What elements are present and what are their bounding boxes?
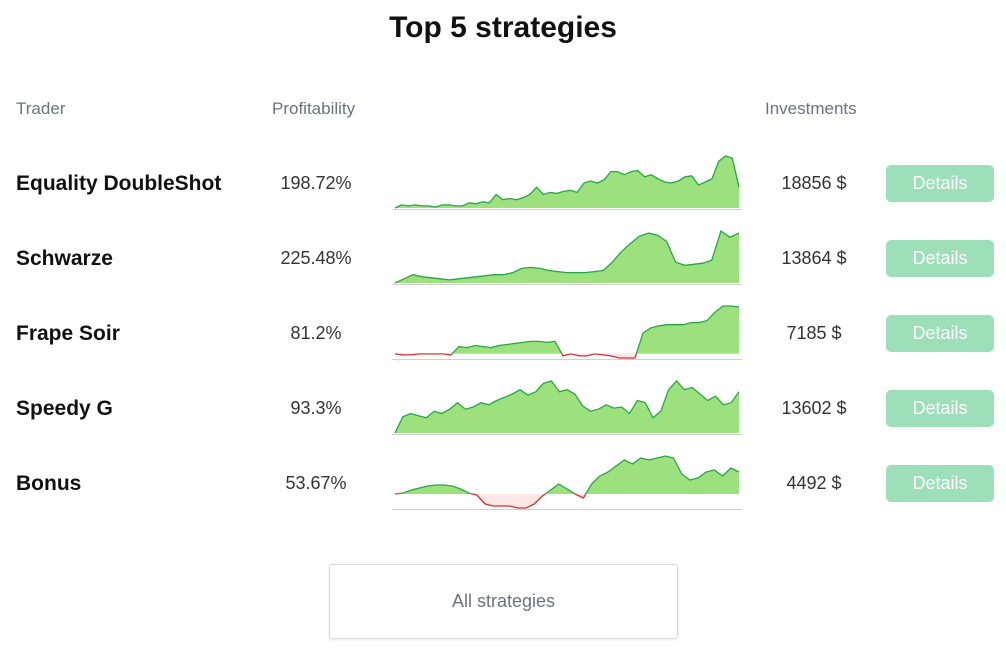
sparkline-positive-area [395, 381, 739, 433]
trader-name[interactable]: Frape Soir [16, 322, 120, 345]
investments-value: 4492 $ [786, 473, 842, 493]
sparkline-positive-line [394, 305, 740, 354]
details-button[interactable]: Details [886, 165, 994, 202]
details-button[interactable]: Details [886, 390, 994, 427]
sparkline-positive-area [395, 306, 739, 354]
profit-sparkline [392, 155, 742, 210]
column-header-investments: Investments [765, 99, 857, 118]
profitability-value: 81.2% [290, 323, 342, 343]
profitability-value: 225.48% [280, 248, 352, 268]
trader-name[interactable]: Speedy G [16, 397, 113, 420]
trader-name[interactable]: Schwarze [16, 247, 113, 270]
investments-value: 18856 $ [781, 173, 847, 193]
sparkline-positive-line [394, 229, 740, 283]
profitability-value: 53.67% [285, 473, 347, 493]
profit-sparkline [392, 380, 742, 435]
strategy-row: Bonus 53.67% 4492 $ Details [0, 446, 1006, 521]
sparkline-positive-line [394, 380, 740, 433]
sparkline-positive-area [395, 156, 739, 208]
investments-value: 13864 $ [781, 248, 847, 268]
page-title: Top 5 strategies [389, 11, 617, 44]
sparkline-positive-line [394, 455, 740, 494]
strategy-row: Equality DoubleShot 198.72% 18856 $ Deta… [0, 146, 1006, 221]
profit-sparkline [392, 229, 742, 285]
profitability-value: 198.72% [280, 173, 352, 193]
strategy-row: Frape Soir 81.2% 7185 $ Details [0, 296, 1006, 371]
investments-value: 13602 $ [781, 398, 847, 418]
sparkline-positive-area [395, 231, 739, 283]
details-button[interactable]: Details [886, 465, 994, 502]
profitability-value: 93.3% [290, 398, 342, 418]
profit-sparkline [392, 455, 742, 510]
investments-value: 7185 $ [786, 323, 842, 343]
trader-name[interactable]: Equality DoubleShot [16, 172, 222, 195]
strategy-row: Speedy G 93.3% 13602 $ Details [0, 371, 1006, 446]
sparkline-positive-line [394, 155, 740, 208]
sparkline-negative-area [395, 494, 739, 508]
strategy-row: Schwarze 225.48% 13864 $ Details [0, 221, 1006, 296]
column-header-trader: Trader [16, 99, 66, 118]
sparkline-negative-line [394, 353, 637, 359]
column-header-profitability: Profitability [272, 99, 356, 118]
details-button[interactable]: Details [886, 240, 994, 277]
all-strategies-button[interactable]: All strategies [329, 564, 678, 639]
trader-name[interactable]: Bonus [16, 472, 82, 495]
sparkline-positive-area [395, 456, 739, 494]
details-button[interactable]: Details [886, 315, 994, 352]
profit-sparkline [392, 305, 742, 360]
